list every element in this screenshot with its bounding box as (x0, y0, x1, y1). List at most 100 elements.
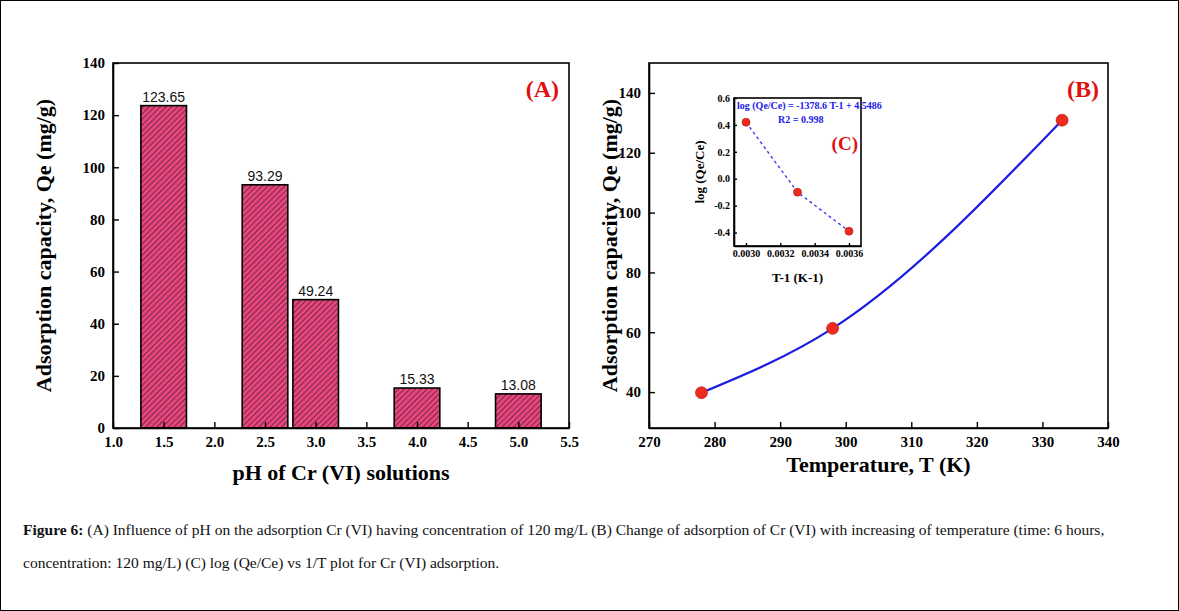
caption: Figure 6: (A) Influence of pH on the ads… (23, 513, 1163, 579)
tick-label: 120 (83, 107, 106, 123)
tick-label: 310 (901, 434, 924, 450)
tick-label: 0.0034 (801, 248, 829, 259)
tick: 1.5 (155, 422, 174, 450)
tick-label: 3.5 (357, 434, 376, 450)
point (845, 227, 853, 235)
tick-label: 20 (90, 368, 105, 384)
caption-text: (A) Influence of pH on the adsorption Cr… (23, 521, 1104, 571)
tick-label: 80 (90, 212, 105, 228)
axis: 1.0 1.5 2.0 2.5 3.0 3.5 4.0 4.5 5.0 5.5 (104, 422, 579, 450)
tick: 3.5 (357, 422, 376, 450)
tick-label: 2.0 (205, 434, 224, 450)
tick-label: 0.6 (718, 93, 731, 104)
bar (496, 394, 542, 428)
annotation: log (Qe/Ce) = -1378.6 T-1 + 4.5486 (737, 100, 882, 112)
tick: 80 (90, 212, 119, 228)
x-axis-title: T-1 (K-1) (772, 270, 823, 285)
tick-label: 5.0 (509, 434, 528, 450)
tick: 2.0 (205, 422, 224, 450)
tick: 320 (966, 422, 989, 450)
tick-mark (714, 422, 715, 428)
tick: 2.5 (256, 422, 275, 450)
tick-label: 1.0 (104, 434, 123, 450)
tick-label: 100 (83, 160, 106, 176)
tick-mark (417, 422, 418, 428)
tick-mark (113, 324, 119, 325)
tick-mark (846, 422, 847, 428)
tick: 60 (90, 264, 119, 280)
tick-label: 40 (626, 384, 641, 400)
tick-label: 1.5 (155, 434, 174, 450)
plot-frame (734, 98, 861, 246)
tick-label: 5.5 (560, 434, 579, 450)
tick-mark (214, 422, 215, 428)
tick: 280 (704, 422, 727, 450)
y-axis-title: Adsorption capacity, Qe (mg/g) (597, 99, 622, 392)
figure: 123.65 93.29 49.24 15.33 13.08 1.0 1.5 2.0 2.5 3.… (1, 1, 1179, 506)
tick-label: -0.4 (714, 227, 730, 238)
tick-mark (113, 271, 119, 272)
tick-mark (649, 93, 655, 94)
caption-label: Figure 6: (23, 521, 83, 538)
tick-label: 4.0 (408, 434, 427, 450)
tick-mark (366, 422, 367, 428)
data-label: 15.33 (399, 371, 434, 387)
tick-mark (1042, 422, 1043, 428)
tick-label: 330 (1032, 434, 1055, 450)
panel: 123.65 93.29 49.24 15.33 13.08 1.0 1.5 2.0 2.5 3.… (31, 55, 579, 485)
data-label: 93.29 (247, 168, 282, 184)
tick-mark (315, 422, 316, 428)
tick: 300 (835, 422, 858, 450)
tick-label: 320 (966, 434, 989, 450)
tick-label: 40 (90, 316, 105, 332)
tick-label: 140 (83, 55, 106, 71)
tick-label: 0.0032 (767, 248, 795, 259)
y-axis-title: log (Qe/Ce) (692, 140, 707, 203)
bar (141, 106, 187, 428)
bar (242, 185, 288, 428)
tick-label: 140 (619, 85, 642, 101)
tick-mark (113, 167, 119, 168)
tick-label: 0.4 (718, 120, 731, 131)
bar (394, 388, 440, 428)
tick-label: 4.5 (459, 434, 478, 450)
data-label: 13.08 (501, 377, 536, 393)
tick: 4.5 (459, 422, 478, 450)
bar (293, 300, 339, 428)
tick-label: 3.0 (307, 434, 326, 450)
point (827, 322, 839, 334)
tick-mark (649, 332, 655, 333)
tick: 3.0 (307, 422, 326, 450)
plot-frame (649, 63, 1108, 428)
tick-mark (113, 219, 119, 220)
y-axis-title: Adsorption capacity, Qe (mg/g) (31, 99, 56, 392)
tick: 5.0 (509, 422, 528, 450)
tick-mark (977, 422, 978, 428)
tick-mark (649, 272, 655, 273)
tick-label: 80 (626, 265, 641, 281)
marks (141, 106, 541, 428)
tick-mark (265, 422, 266, 428)
tick: 330 (1032, 422, 1055, 450)
tick-label: 290 (769, 434, 792, 450)
tick-mark (649, 212, 655, 213)
tick-mark (649, 153, 655, 154)
annotation: R2 = 0.998 (778, 114, 823, 125)
tick: 60 (626, 325, 655, 341)
tick-label: 300 (835, 434, 858, 450)
tick-label: 340 (1097, 434, 1120, 450)
tick-label: 2.5 (256, 434, 275, 450)
data-label: 123.65 (142, 89, 185, 105)
axis: 270 280 290 300 310 320 330 340 (638, 422, 1120, 450)
data-label: 49.24 (298, 283, 333, 299)
panel: 270280290300310320330340406080100120140T… (597, 63, 1120, 477)
tick: 20 (90, 368, 119, 384)
tick-label: 0.0030 (733, 248, 761, 259)
point (1056, 114, 1068, 126)
point (794, 188, 802, 196)
tick-label: 0.0 (718, 173, 731, 184)
tick-label: 270 (638, 434, 661, 450)
tick: 310 (901, 422, 924, 450)
tick-mark (163, 422, 164, 428)
tick: 290 (769, 422, 792, 450)
